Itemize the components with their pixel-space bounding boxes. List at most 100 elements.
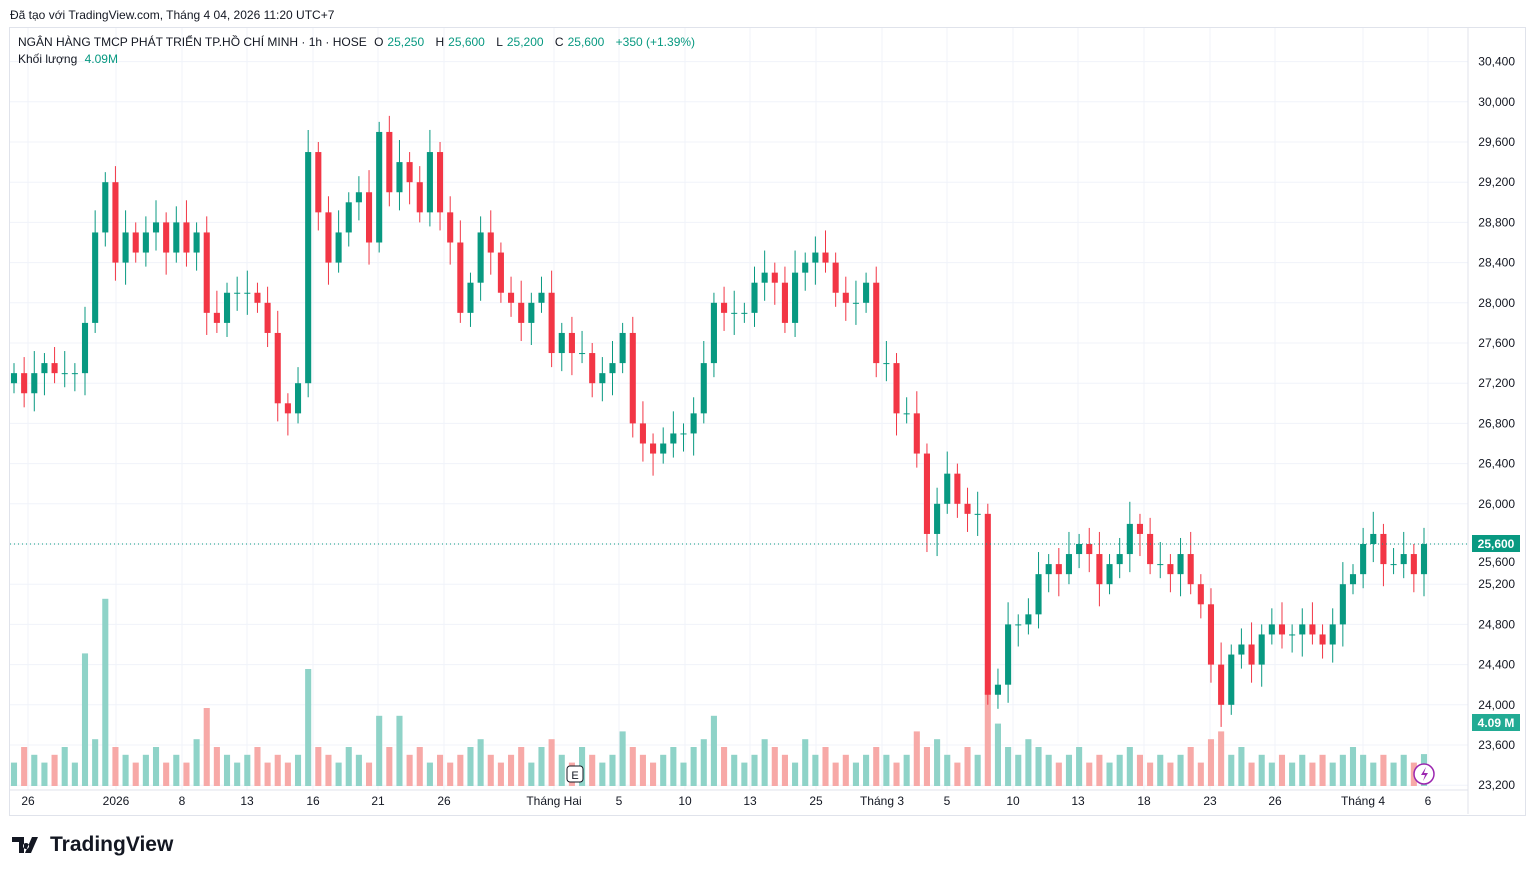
- volume-bar: [1228, 754, 1235, 786]
- candle-body: [842, 292, 849, 303]
- volume-bar: [954, 762, 961, 786]
- candle-body: [1319, 634, 1326, 645]
- candle-body: [1228, 654, 1235, 705]
- volume-bar: [1076, 747, 1083, 786]
- volume-bar: [1339, 754, 1346, 786]
- volume-bar: [447, 762, 454, 786]
- candle-body: [893, 363, 900, 414]
- candle-body: [670, 433, 677, 444]
- volume-bar: [538, 747, 545, 786]
- x-tick-label: 10: [1006, 794, 1020, 808]
- x-tick-label: 6: [1425, 794, 1432, 808]
- brand-name: TradingView: [50, 833, 174, 856]
- x-tick-label: 26: [1268, 794, 1282, 808]
- tradingview-logo[interactable]: TradingView: [12, 833, 173, 857]
- volume-bar: [781, 754, 788, 786]
- volume-bar: [1116, 754, 1123, 786]
- candle-body: [609, 363, 616, 374]
- volume-bar: [680, 762, 687, 786]
- volume-bar: [92, 739, 99, 786]
- volume-legend: Khối lượng 4.09M: [18, 52, 118, 66]
- candle-body: [457, 242, 464, 313]
- low-label: L: [496, 35, 503, 49]
- candle-body: [1278, 624, 1286, 635]
- volume-bar: [193, 739, 200, 786]
- volume-bar: [741, 762, 748, 786]
- candle-body: [639, 423, 646, 444]
- volume-bar: [426, 762, 433, 786]
- candle-body: [964, 503, 971, 514]
- candle-body: [1218, 664, 1225, 705]
- volume-bar: [497, 762, 504, 786]
- candle-body: [426, 152, 433, 213]
- volume-bar: [1238, 747, 1245, 786]
- volume-bar: [609, 754, 616, 786]
- volume-bar: [213, 747, 220, 786]
- volume-bar: [1380, 754, 1387, 786]
- volume-bar: [893, 762, 900, 786]
- candle-body: [132, 232, 139, 253]
- volume-bar: [721, 747, 728, 786]
- candle-body: [1309, 624, 1316, 635]
- low-value: 25,200: [506, 35, 544, 49]
- volume-bar: [619, 731, 626, 786]
- candle-body: [294, 383, 302, 414]
- candle-body: [487, 232, 494, 253]
- candle-body: [274, 332, 281, 404]
- candle-body: [325, 212, 332, 263]
- volume-bar: [264, 762, 271, 786]
- volume-bar: [416, 747, 423, 786]
- volume-bar: [1055, 762, 1062, 786]
- volume-bar: [558, 754, 565, 786]
- candle-body: [305, 152, 312, 384]
- volume-bar: [1400, 754, 1407, 786]
- candle-body: [751, 282, 758, 313]
- candle-body: [396, 162, 403, 193]
- candle-body: [122, 232, 129, 263]
- volume-bar: [883, 754, 890, 786]
- volume-bar: [51, 754, 58, 786]
- volume-bar: [528, 762, 535, 786]
- candle-body: [1349, 574, 1357, 585]
- volume-bar: [903, 754, 910, 786]
- candle-body: [863, 282, 870, 303]
- candle-body: [781, 282, 788, 323]
- candle-body: [71, 373, 78, 375]
- volume-bar: [792, 762, 799, 786]
- volume-bar: [457, 754, 464, 786]
- candle-body: [1086, 544, 1093, 555]
- last-volume-label: 4.09 M: [1478, 716, 1515, 730]
- candle-body: [244, 292, 251, 294]
- volume-bar: [284, 762, 291, 786]
- volume-bar: [1187, 747, 1194, 786]
- volume-bar: [1177, 754, 1184, 786]
- volume-bar: [964, 747, 971, 786]
- volume-bar: [923, 747, 930, 786]
- volume-bar: [761, 739, 768, 786]
- volume-bar: [1278, 754, 1286, 786]
- y-tick-label: 27,600: [1478, 336, 1515, 350]
- candle-body: [1157, 564, 1164, 566]
- candle-body: [345, 202, 352, 233]
- chart-frame[interactable]: [9, 27, 1526, 816]
- candle-body: [1126, 523, 1133, 555]
- y-tick-label: 30,400: [1478, 55, 1515, 69]
- volume-bar: [710, 715, 717, 786]
- candle-body: [81, 322, 89, 374]
- candle-body: [650, 443, 657, 454]
- volume-bar: [41, 762, 48, 786]
- x-tick-label: 18: [1137, 794, 1151, 808]
- volume-bar: [700, 739, 707, 786]
- candle-body: [173, 222, 180, 253]
- volume-bar: [1136, 754, 1144, 786]
- candle-body: [102, 182, 109, 233]
- volume-bar: [183, 762, 190, 786]
- volume-bar: [355, 754, 362, 786]
- x-tick-label: Tháng 4: [1341, 794, 1385, 808]
- candle-body: [518, 302, 525, 323]
- candle-body: [568, 332, 575, 354]
- y-tick-label: 26,400: [1478, 457, 1515, 471]
- candle-body: [203, 232, 210, 313]
- symbol-title[interactable]: NGÂN HÀNG TMCP PHÁT TRIỂN TP.HỒ CHÍ MINH…: [18, 35, 367, 49]
